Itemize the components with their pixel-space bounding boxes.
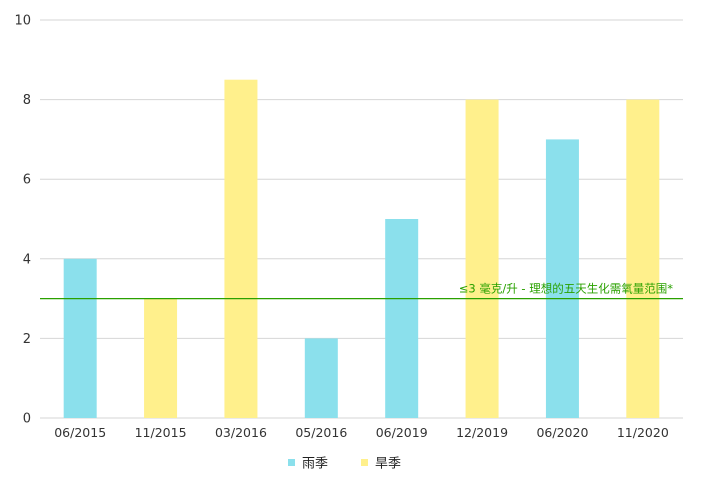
bar bbox=[304, 338, 338, 418]
x-axis-tick-labels: 06/2015 11/2015 03/2016 05/2016 06/2019 12/20… bbox=[54, 425, 669, 440]
legend: 雨季 旱季 bbox=[288, 457, 401, 472]
bar bbox=[144, 298, 178, 418]
reference-line-group: ≤3 毫克/升 - 理想的五天生化需氧量范围* bbox=[40, 282, 683, 300]
x-tick-label: 06/2020 bbox=[536, 425, 588, 440]
bar bbox=[465, 99, 499, 418]
x-tick-label: 11/2020 bbox=[617, 425, 669, 440]
x-tick-label: 06/2019 bbox=[376, 425, 428, 440]
y-tick-label: 4 bbox=[23, 252, 31, 267]
legend-swatch bbox=[288, 459, 295, 466]
y-tick-label: 2 bbox=[23, 332, 31, 347]
x-tick-label: 11/2015 bbox=[135, 425, 187, 440]
legend-label: 雨季 bbox=[302, 457, 328, 472]
bar bbox=[385, 219, 419, 418]
bar bbox=[63, 258, 97, 418]
bars bbox=[63, 79, 660, 418]
y-axis-tick-labels: 0 2 4 6 8 10 bbox=[14, 14, 31, 427]
gridlines bbox=[40, 19, 683, 419]
x-tick-label: 06/2015 bbox=[54, 425, 106, 440]
y-tick-label: 10 bbox=[14, 14, 31, 29]
reference-line-label: ≤3 毫克/升 - 理想的五天生化需氧量范围* bbox=[459, 282, 673, 296]
y-tick-label: 6 bbox=[23, 173, 31, 188]
bar bbox=[224, 79, 258, 418]
x-tick-label: 03/2016 bbox=[215, 425, 267, 440]
bar bbox=[545, 139, 579, 418]
legend-label: 旱季 bbox=[375, 457, 401, 472]
x-tick-label: 12/2019 bbox=[456, 425, 508, 440]
y-tick-label: 0 bbox=[23, 412, 31, 427]
bar bbox=[626, 99, 660, 418]
x-tick-label: 05/2016 bbox=[295, 425, 347, 440]
y-tick-label: 8 bbox=[23, 93, 31, 108]
legend-swatch bbox=[361, 459, 368, 466]
